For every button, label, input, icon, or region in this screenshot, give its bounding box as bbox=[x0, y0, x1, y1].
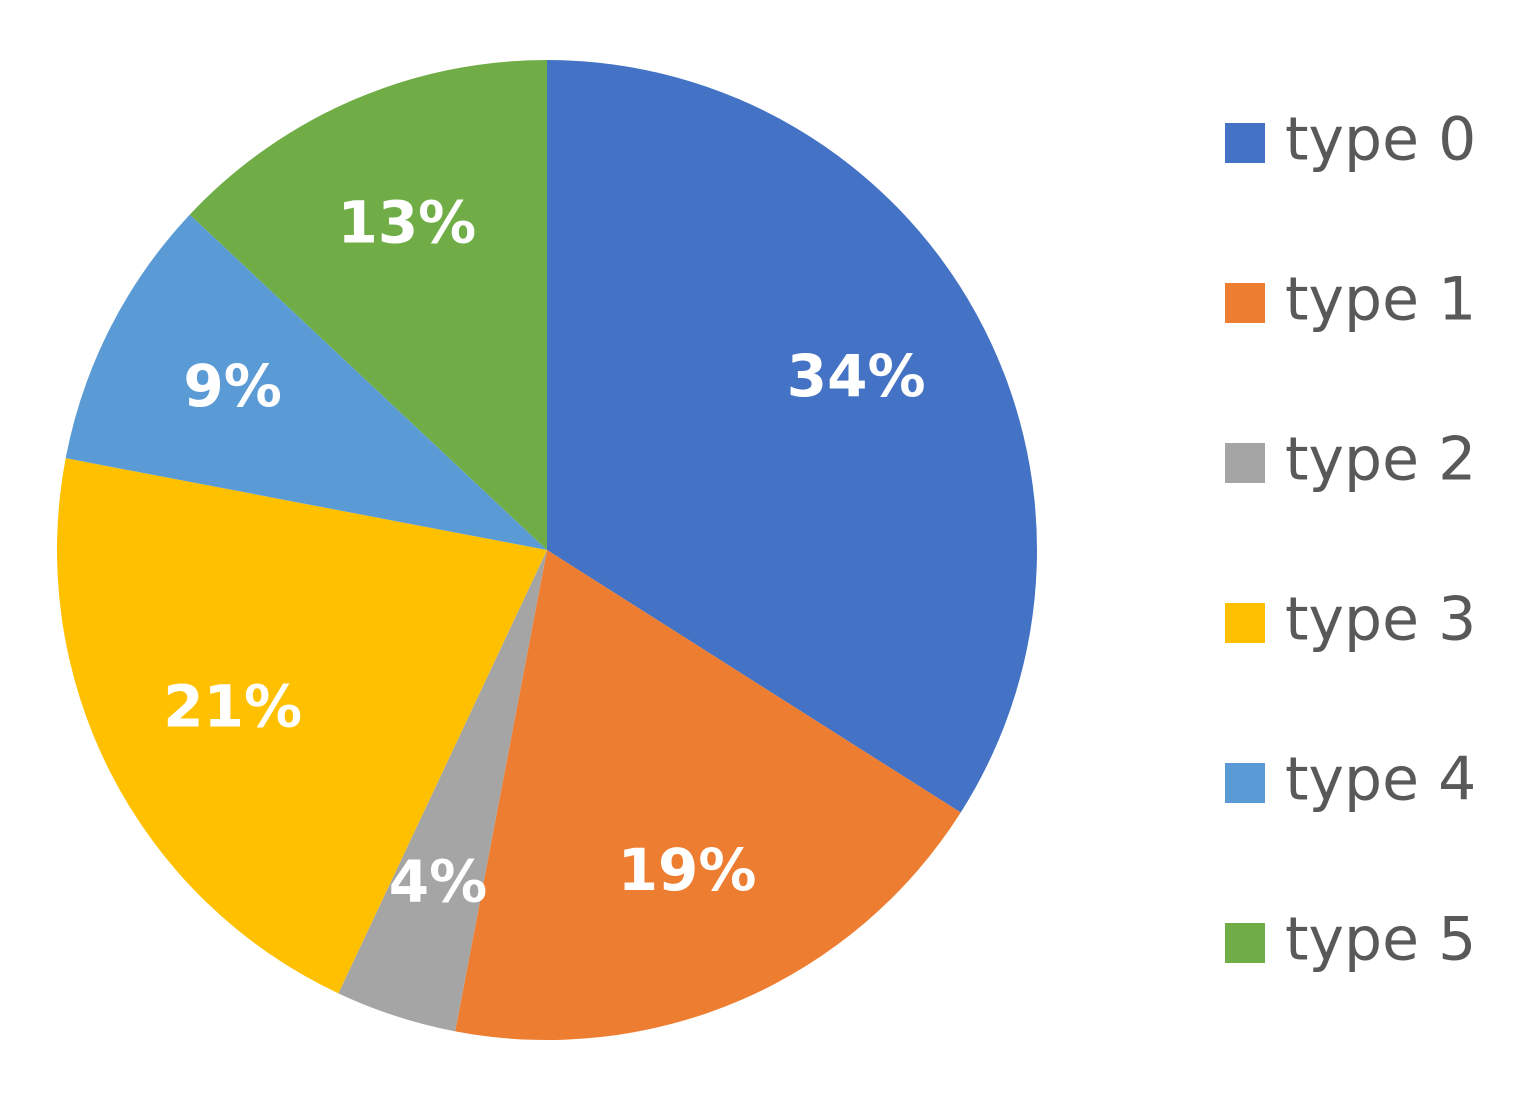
legend-label: type 2 bbox=[1285, 425, 1476, 495]
data-label: 34% bbox=[787, 342, 926, 410]
legend-label: type 5 bbox=[1285, 905, 1476, 975]
legend-label: type 3 bbox=[1285, 585, 1476, 655]
data-label: 9% bbox=[183, 352, 281, 420]
pie-slice bbox=[455, 550, 961, 1040]
pie-slice bbox=[65, 214, 547, 551]
data-label: 4% bbox=[389, 848, 487, 916]
data-label: 21% bbox=[163, 672, 302, 740]
pie-slice bbox=[547, 60, 1037, 813]
legend-label: type 0 bbox=[1285, 105, 1476, 175]
legend-swatch bbox=[1225, 763, 1265, 803]
legend-label: type 1 bbox=[1285, 265, 1476, 335]
pie-slice bbox=[189, 60, 548, 550]
legend-swatch bbox=[1225, 123, 1265, 163]
legend-swatch bbox=[1225, 443, 1265, 483]
data-label: 19% bbox=[618, 836, 757, 904]
legend-swatch bbox=[1225, 283, 1265, 323]
legend-label: type 4 bbox=[1285, 745, 1476, 815]
pie-slice bbox=[56, 458, 548, 994]
data-label: 13% bbox=[337, 188, 476, 256]
legend-swatch bbox=[1225, 923, 1265, 963]
legend-swatch bbox=[1225, 603, 1265, 643]
pie-slice bbox=[338, 550, 547, 1032]
